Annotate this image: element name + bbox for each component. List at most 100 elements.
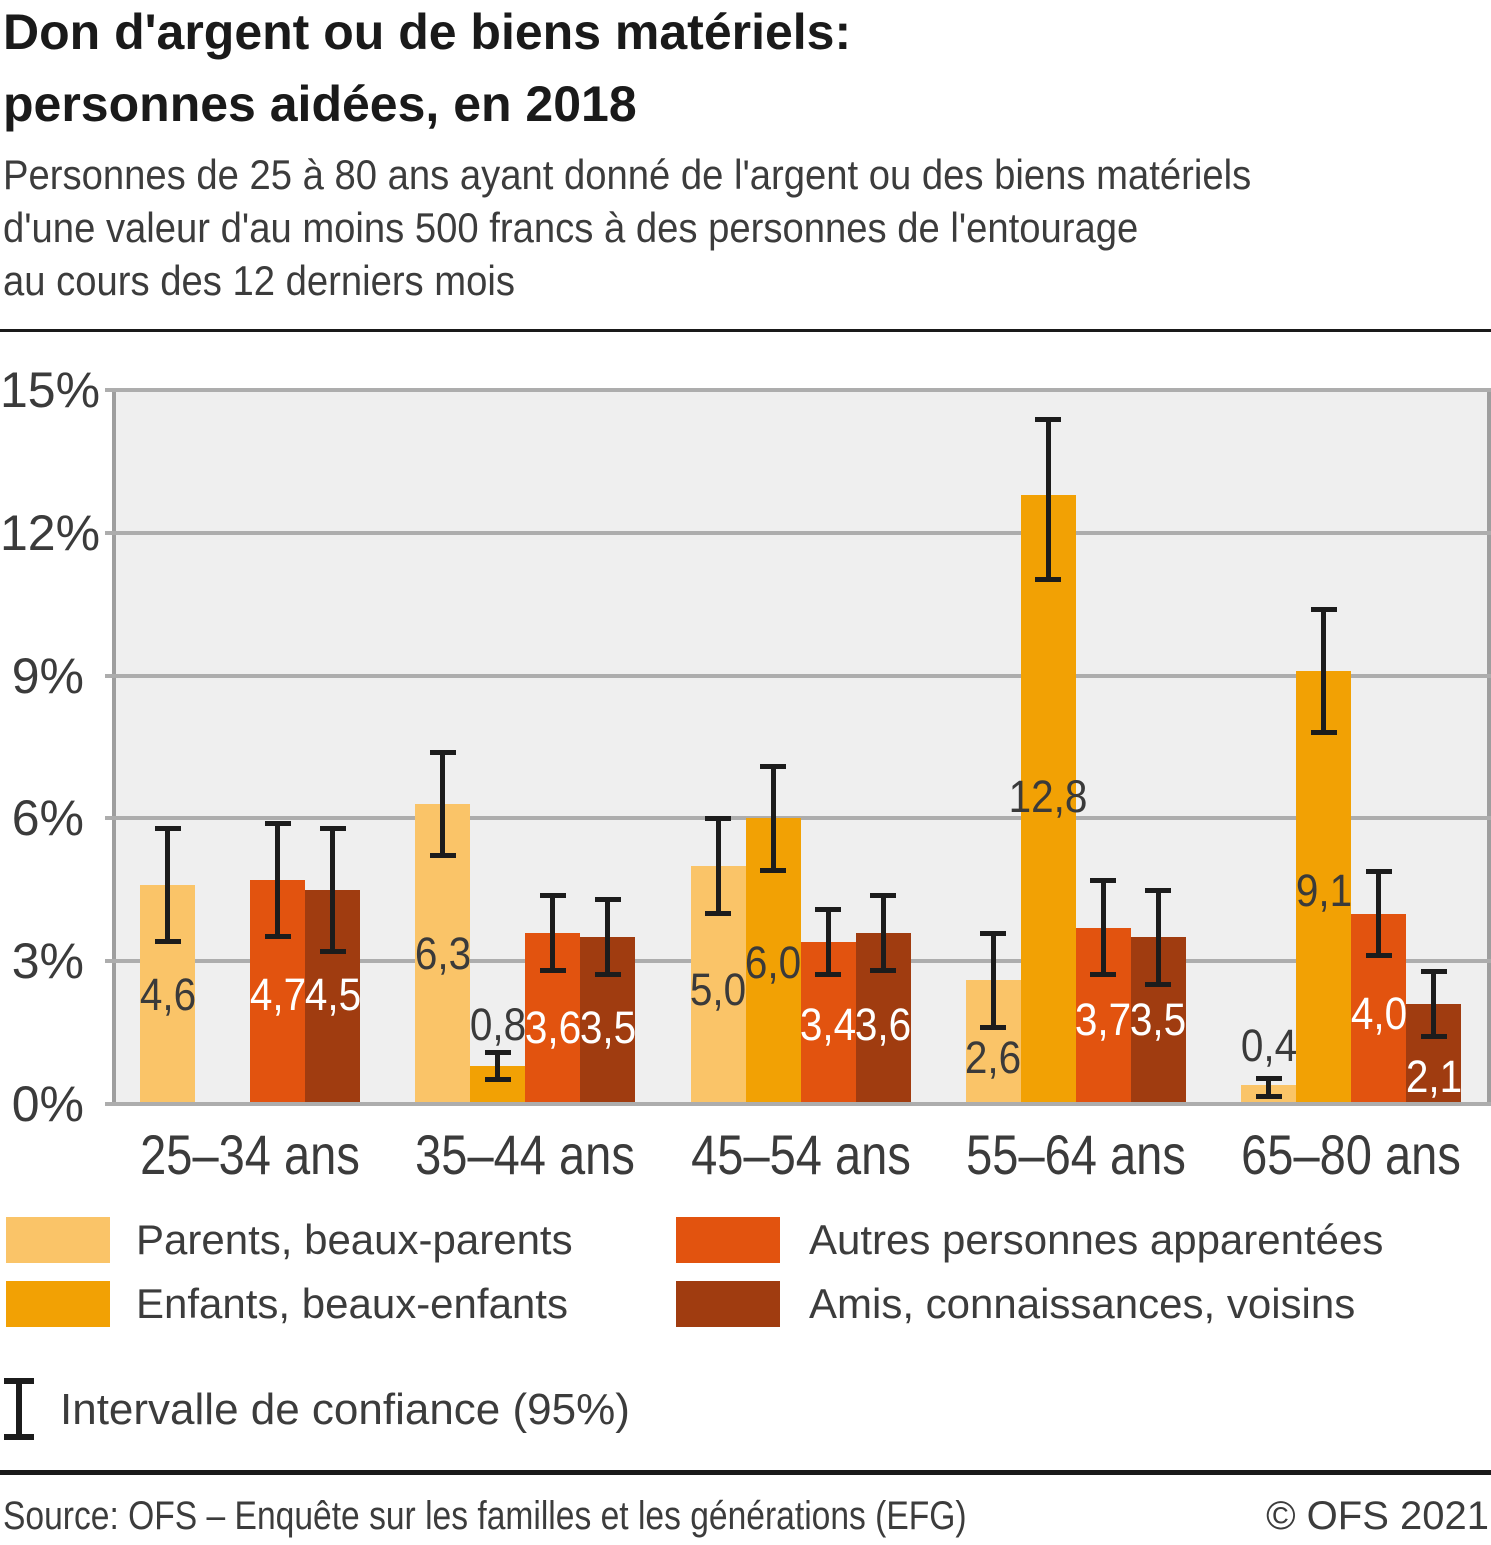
legend-swatch-enfants xyxy=(6,1281,110,1327)
value-label-s2-g3: 3,7 xyxy=(1075,994,1132,1046)
value-label-s0-g2: 5,0 xyxy=(689,963,747,1015)
value-label-s0-g4: 0,4 xyxy=(1240,1019,1297,1071)
value-label-s0-g0: 4,6 xyxy=(139,968,196,1020)
error-bar-s2-g0 xyxy=(275,823,280,938)
plot-area: 4,6 6,3 5,0 2,6 0,4 0,8 6,0 12,8 9,1 4,7 3,6 3,4 3,7… xyxy=(105,388,1491,1106)
confidence-interval-label: Intervalle de confiance (95%) xyxy=(60,1385,630,1434)
value-label-s1-g2: 6,0 xyxy=(744,937,802,989)
subtitle-line-3: au cours des 12 derniers mois xyxy=(3,257,515,304)
page-title-line-1: Don d'argent ou de biens matériels: xyxy=(3,4,852,60)
error-bar-cap-bottom-s2-g1 xyxy=(539,967,566,973)
error-bar-s0-g2 xyxy=(715,818,721,914)
error-bar-cap-top-s2-g3 xyxy=(1090,878,1117,884)
error-bar-cap-bottom-s1-g4 xyxy=(1310,729,1337,735)
ci-icon-cap-bottom xyxy=(4,1434,34,1440)
error-bar-s1-g2 xyxy=(770,766,776,871)
error-bar-cap-bottom-s0-g1 xyxy=(429,853,456,859)
error-bar-cap-top-s1-g4 xyxy=(1310,606,1337,612)
value-label-s2-g1: 3,6 xyxy=(524,1001,581,1053)
error-bar-cap-top-s1-g1 xyxy=(484,1049,511,1055)
error-bar-s0-g0 xyxy=(165,827,170,943)
error-bar-s2-g3 xyxy=(1100,880,1106,976)
header-divider xyxy=(0,329,1491,332)
x-category-label-0: 25–34 ans xyxy=(140,1123,360,1186)
y-tick-label-15%: 15% xyxy=(0,362,101,418)
gridline-6% xyxy=(105,816,1491,821)
error-bar-s3-g4 xyxy=(1431,970,1436,1038)
error-bar-cap-bottom-s3-g3 xyxy=(1145,982,1172,987)
error-bar-s2-g1 xyxy=(550,894,556,971)
error-bar-cap-top-s1-g2 xyxy=(760,764,786,770)
error-bar-s0-g1 xyxy=(440,751,446,857)
error-bar-cap-top-s2-g0 xyxy=(264,821,291,827)
subtitle-line-2: d'une valeur d'au moins 500 francs à des… xyxy=(3,204,1139,251)
subtitle-line-1: Personnes de 25 à 80 ans ayant donné de … xyxy=(3,151,1252,198)
gridline-15% xyxy=(105,388,1491,392)
value-label-s0-g3: 2,6 xyxy=(965,1031,1022,1083)
error-bar-cap-top-s3-g2 xyxy=(870,892,896,898)
legend-label-amis: Amis, connaissances, voisins xyxy=(809,1280,1356,1327)
y-tick-label-0%: 0% xyxy=(11,1076,84,1132)
error-bar-s3-g2 xyxy=(880,894,886,971)
value-label-s2-g4: 4,0 xyxy=(1350,988,1407,1040)
error-bar-cap-top-s2-g4 xyxy=(1365,868,1392,874)
error-bar-s0-g4 xyxy=(1266,1077,1271,1097)
error-bar-cap-bottom-s0-g4 xyxy=(1255,1093,1282,1099)
value-label-s3-g2: 3,6 xyxy=(854,998,912,1050)
gridline-0% xyxy=(105,1102,1491,1106)
error-bar-cap-bottom-s0-g0 xyxy=(154,939,181,945)
y-tick-label-6%: 6% xyxy=(11,790,84,847)
error-bar-cap-top-s3-g1 xyxy=(594,897,621,903)
ci-icon-line xyxy=(16,1378,22,1440)
error-bar-cap-top-s3-g0 xyxy=(319,825,346,831)
error-bar-cap-bottom-s0-g2 xyxy=(705,910,731,916)
value-label-s1-g1: 0,8 xyxy=(469,998,526,1050)
error-bar-s3-g3 xyxy=(1155,889,1161,985)
confidence-interval-icon xyxy=(4,1378,34,1440)
error-bar-cap-bottom-s3-g0 xyxy=(319,948,346,954)
page-title-line-2: personnes aidées, en 2018 xyxy=(3,76,637,132)
error-bar-cap-bottom-s1-g2 xyxy=(760,867,786,873)
value-label-s1-g3: 12,8 xyxy=(1008,770,1088,822)
value-label-s3-g1: 3,5 xyxy=(579,1001,636,1053)
y-tick-label-3%: 3% xyxy=(11,933,84,990)
value-label-s3-g3: 3,5 xyxy=(1130,994,1187,1046)
value-label-s2-g0: 4,7 xyxy=(249,968,306,1020)
error-bar-cap-top-s3-g3 xyxy=(1145,887,1172,893)
error-bar-cap-top-s2-g2 xyxy=(815,906,841,912)
value-label-s2-g2: 3,4 xyxy=(799,998,857,1050)
error-bar-cap-bottom-s1-g1 xyxy=(484,1077,511,1083)
footer-source: Source: OFS – Enquête sur les familles e… xyxy=(3,1494,967,1538)
error-bar-cap-bottom-s2-g3 xyxy=(1090,972,1117,978)
legend-label-autres: Autres personnes apparentées xyxy=(809,1216,1384,1263)
y-axis-line-left xyxy=(112,390,116,1104)
error-bar-cap-top-s0-g1 xyxy=(429,749,456,755)
y-tick-label-12%: 12% xyxy=(0,504,101,561)
axis-line-right xyxy=(1487,390,1491,1104)
legend-swatch-amis xyxy=(676,1281,780,1327)
chart-subtitle: Personnes de 25 à 80 ans ayant donné de … xyxy=(3,148,1251,307)
error-bar-s2-g2 xyxy=(825,908,831,976)
footer-copyright: © OFS 2021 xyxy=(1266,1494,1489,1538)
legend-label-parents: Parents, beaux-parents xyxy=(136,1216,573,1263)
error-bar-s3-g0 xyxy=(330,827,335,952)
error-bar-cap-bottom-s2-g2 xyxy=(815,972,841,978)
error-bar-cap-bottom-s0-g3 xyxy=(980,1024,1007,1030)
gridline-12% xyxy=(105,530,1491,535)
bar-s1-g3 xyxy=(1020,494,1076,1104)
footer-divider xyxy=(0,1470,1491,1475)
error-bar-cap-top-s0-g4 xyxy=(1255,1075,1282,1081)
error-bar-s0-g3 xyxy=(990,932,996,1028)
legend-swatch-parents xyxy=(6,1217,110,1263)
legend-swatch-autres xyxy=(676,1217,780,1263)
error-bar-cap-top-s1-g3 xyxy=(1035,416,1062,422)
legend-label-enfants: Enfants, beaux-enfants xyxy=(136,1280,568,1327)
error-bar-cap-bottom-s3-g2 xyxy=(870,967,896,973)
bar-s1-g4 xyxy=(1296,670,1351,1104)
error-bar-s3-g1 xyxy=(605,899,611,976)
x-category-label-4: 65–80 ans xyxy=(1241,1123,1461,1186)
error-bar-cap-top-s2-g1 xyxy=(539,892,566,898)
error-bar-cap-top-s3-g4 xyxy=(1420,968,1447,974)
gridline-9% xyxy=(105,673,1491,678)
value-label-s3-g4: 2,1 xyxy=(1405,1050,1462,1102)
